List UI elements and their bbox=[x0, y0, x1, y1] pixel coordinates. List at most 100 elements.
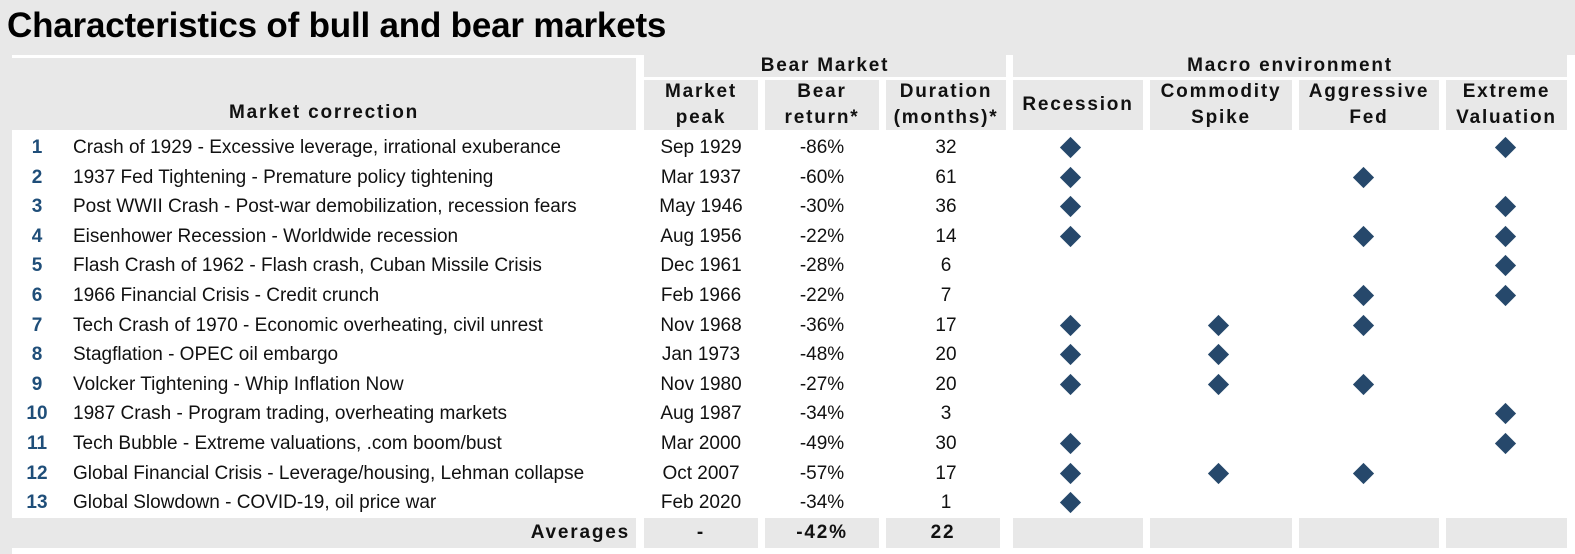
header-aggressive-fed: Aggressive Fed bbox=[1299, 80, 1439, 130]
header-commodity-spike-line2: Spike bbox=[1191, 107, 1251, 128]
row-duration: 7 bbox=[940, 285, 952, 306]
row-duration: 14 bbox=[935, 225, 957, 247]
header-duration-line1: Duration bbox=[899, 81, 993, 102]
row-market-peak: Jan 1973 bbox=[661, 344, 741, 366]
header-market-peak-line2: peak bbox=[675, 107, 727, 128]
row-number: 2 bbox=[31, 166, 43, 188]
row-bear-return: -34% bbox=[799, 492, 845, 514]
header-aggressive-fed-line2: Fed bbox=[1349, 107, 1389, 128]
row-number: 10 bbox=[26, 403, 48, 425]
table-panel bbox=[12, 55, 1575, 554]
row-number: 1 bbox=[31, 137, 43, 158]
averages-duration: 22 bbox=[930, 522, 956, 543]
row-correction-name: Volcker Tightening - Whip Inflation Now bbox=[73, 373, 404, 395]
averages-label-cell: Averages bbox=[12, 518, 636, 548]
row-bear-return: -34% bbox=[799, 403, 845, 425]
row-bear-return: -57% bbox=[799, 462, 845, 484]
row-market-peak: Sep 1929 bbox=[660, 137, 742, 158]
header-extreme-valuation: Extreme Valuation bbox=[1446, 80, 1567, 130]
header-market-peak: Market peak bbox=[644, 80, 758, 130]
row-correction-name: Stagflation - OPEC oil embargo bbox=[73, 344, 339, 366]
row-number: 7 bbox=[31, 314, 43, 336]
row-correction-name: Eisenhower Recession - Worldwide recessi… bbox=[73, 225, 459, 247]
header-aggressive-fed-line1: Aggressive bbox=[1308, 81, 1430, 102]
header-macro-environment: Macro environment bbox=[1013, 55, 1567, 77]
header-macro-environment-label: Macro environment bbox=[1187, 55, 1393, 76]
row-duration: 32 bbox=[935, 137, 957, 158]
header-bear-return: Bear return* bbox=[765, 80, 879, 130]
page-title: Characteristics of bull and bear markets bbox=[7, 6, 667, 45]
averages-valuation-cell bbox=[1446, 518, 1567, 548]
row-correction-name: Tech Crash of 1970 - Economic overheatin… bbox=[73, 314, 543, 336]
row-market-peak: Nov 1968 bbox=[660, 314, 742, 336]
row-market-peak: Feb 1966 bbox=[660, 285, 742, 306]
row-correction-name: Tech Bubble - Extreme valuations, .com b… bbox=[73, 433, 502, 454]
row-market-peak: Mar 1937 bbox=[660, 166, 742, 188]
header-recession: Recession bbox=[1013, 80, 1143, 130]
row-market-peak: Nov 1980 bbox=[660, 373, 742, 395]
row-duration: 20 bbox=[935, 344, 957, 366]
row-correction-name: Post WWII Crash - Post-war demobilizatio… bbox=[73, 196, 577, 218]
header-bear-market: Bear Market bbox=[644, 55, 1006, 77]
row-bear-return: -49% bbox=[799, 433, 845, 454]
row-number: 5 bbox=[31, 255, 43, 277]
header-extreme-valuation-line1: Extreme bbox=[1462, 81, 1551, 102]
header-bear-return-line2: return* bbox=[784, 107, 860, 128]
row-market-peak: Feb 2020 bbox=[660, 492, 742, 514]
header-bear-market-label: Bear Market bbox=[760, 55, 890, 76]
row-market-peak: Aug 1987 bbox=[660, 403, 742, 425]
header-market-correction: Market correction bbox=[12, 58, 636, 130]
averages-return-cell: -42% bbox=[765, 518, 879, 548]
row-correction-name: Flash Crash of 1962 - Flash crash, Cuban… bbox=[73, 255, 542, 277]
header-commodity-spike: Commodity Spike bbox=[1150, 80, 1292, 130]
row-number: 9 bbox=[31, 373, 43, 395]
row-correction-name: Global Financial Crisis - Leverage/housi… bbox=[73, 462, 585, 484]
row-correction-name: Crash of 1929 - Excessive leverage, irra… bbox=[73, 137, 561, 158]
row-bear-return: -22% bbox=[799, 285, 845, 306]
row-number: 6 bbox=[31, 285, 43, 306]
row-number: 13 bbox=[26, 492, 48, 514]
header-recession-label: Recession bbox=[1022, 94, 1134, 115]
row-market-peak: Oct 2007 bbox=[662, 462, 740, 484]
row-number: 11 bbox=[26, 433, 48, 454]
header-duration-line2: (months)* bbox=[893, 107, 999, 128]
row-bear-return: -60% bbox=[799, 166, 845, 188]
row-bear-return: -28% bbox=[799, 255, 845, 277]
row-correction-name: 1966 Financial Crisis - Credit crunch bbox=[73, 285, 380, 306]
averages-duration-cell: 22 bbox=[886, 518, 1000, 548]
row-bear-return: -30% bbox=[799, 196, 845, 218]
row-number: 3 bbox=[31, 196, 43, 218]
averages-recession-cell bbox=[1013, 518, 1143, 548]
averages-label: Averages bbox=[530, 522, 630, 543]
row-duration: 3 bbox=[940, 403, 952, 425]
averages-fed-cell bbox=[1299, 518, 1439, 548]
averages-return: -42% bbox=[796, 522, 848, 543]
row-bear-return: -27% bbox=[799, 373, 845, 395]
row-number: 4 bbox=[31, 225, 43, 247]
row-correction-name: Global Slowdown - COVID-19, oil price wa… bbox=[73, 492, 437, 514]
row-market-peak: Aug 1956 bbox=[660, 225, 742, 247]
row-duration: 1 bbox=[940, 492, 952, 514]
row-duration: 61 bbox=[935, 166, 957, 188]
row-bear-return: -22% bbox=[799, 225, 845, 247]
header-duration: Duration (months)* bbox=[886, 80, 1006, 130]
row-number: 12 bbox=[26, 462, 48, 484]
row-duration: 6 bbox=[940, 255, 952, 277]
row-duration: 30 bbox=[935, 433, 957, 454]
header-market-correction-label: Market correction bbox=[228, 102, 420, 123]
row-bear-return: -36% bbox=[799, 314, 845, 336]
header-commodity-spike-line1: Commodity bbox=[1160, 81, 1282, 102]
header-extreme-valuation-line2: Valuation bbox=[1456, 107, 1557, 128]
row-market-peak: Mar 2000 bbox=[660, 433, 742, 454]
averages-commodity-cell bbox=[1150, 518, 1292, 548]
row-market-peak: May 1946 bbox=[659, 196, 743, 218]
row-market-peak: Dec 1961 bbox=[660, 255, 742, 277]
row-correction-name: 1987 Crash - Program trading, overheatin… bbox=[73, 403, 508, 425]
header-bear-return-line1: Bear bbox=[797, 81, 847, 102]
row-bear-return: -86% bbox=[799, 137, 845, 158]
row-bear-return: -48% bbox=[799, 344, 845, 366]
row-duration: 17 bbox=[935, 314, 957, 336]
averages-peak: - bbox=[696, 522, 706, 543]
row-duration: 20 bbox=[935, 373, 957, 395]
row-duration: 36 bbox=[935, 196, 957, 218]
